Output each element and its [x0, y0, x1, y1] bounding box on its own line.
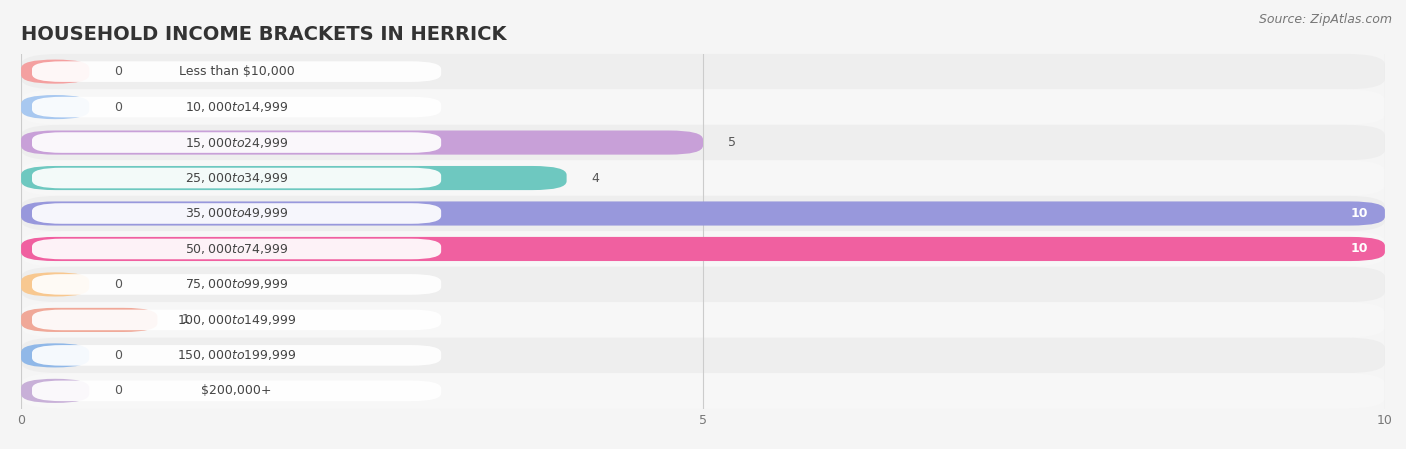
Text: 0: 0 [114, 65, 122, 78]
FancyBboxPatch shape [32, 239, 441, 259]
Text: $25,000 to $34,999: $25,000 to $34,999 [184, 171, 288, 185]
Text: $15,000 to $24,999: $15,000 to $24,999 [184, 136, 288, 150]
FancyBboxPatch shape [21, 302, 1385, 338]
FancyBboxPatch shape [32, 203, 441, 224]
Text: 5: 5 [727, 136, 735, 149]
FancyBboxPatch shape [21, 60, 90, 84]
Text: 1: 1 [181, 313, 190, 326]
FancyBboxPatch shape [21, 267, 1385, 302]
FancyBboxPatch shape [21, 160, 1385, 196]
FancyBboxPatch shape [21, 202, 1385, 225]
Text: $200,000+: $200,000+ [201, 384, 271, 397]
FancyBboxPatch shape [21, 125, 1385, 160]
FancyBboxPatch shape [32, 274, 441, 295]
FancyBboxPatch shape [21, 373, 1385, 409]
FancyBboxPatch shape [21, 54, 1385, 89]
FancyBboxPatch shape [21, 131, 703, 154]
FancyBboxPatch shape [21, 237, 1385, 261]
Text: $10,000 to $14,999: $10,000 to $14,999 [184, 100, 288, 114]
FancyBboxPatch shape [21, 231, 1385, 267]
FancyBboxPatch shape [21, 338, 1385, 373]
FancyBboxPatch shape [21, 308, 157, 332]
Text: 10: 10 [1351, 242, 1368, 255]
FancyBboxPatch shape [21, 343, 90, 367]
FancyBboxPatch shape [32, 381, 441, 401]
Text: Less than $10,000: Less than $10,000 [179, 65, 294, 78]
Text: 0: 0 [114, 384, 122, 397]
Text: 10: 10 [1351, 207, 1368, 220]
FancyBboxPatch shape [32, 97, 441, 117]
Text: 0: 0 [114, 278, 122, 291]
FancyBboxPatch shape [32, 345, 441, 365]
Text: HOUSEHOLD INCOME BRACKETS IN HERRICK: HOUSEHOLD INCOME BRACKETS IN HERRICK [21, 25, 506, 44]
Text: $75,000 to $99,999: $75,000 to $99,999 [184, 277, 288, 291]
Text: $50,000 to $74,999: $50,000 to $74,999 [184, 242, 288, 256]
FancyBboxPatch shape [21, 166, 567, 190]
Text: 4: 4 [591, 172, 599, 185]
Text: $35,000 to $49,999: $35,000 to $49,999 [184, 207, 288, 220]
FancyBboxPatch shape [32, 132, 441, 153]
Text: 0: 0 [114, 101, 122, 114]
Text: $100,000 to $149,999: $100,000 to $149,999 [177, 313, 297, 327]
Text: 0: 0 [114, 349, 122, 362]
FancyBboxPatch shape [32, 62, 441, 82]
Text: $150,000 to $199,999: $150,000 to $199,999 [177, 348, 297, 362]
FancyBboxPatch shape [21, 196, 1385, 231]
FancyBboxPatch shape [21, 379, 90, 403]
FancyBboxPatch shape [21, 273, 90, 296]
FancyBboxPatch shape [32, 168, 441, 188]
FancyBboxPatch shape [21, 95, 90, 119]
FancyBboxPatch shape [21, 89, 1385, 125]
FancyBboxPatch shape [32, 310, 441, 330]
Text: Source: ZipAtlas.com: Source: ZipAtlas.com [1258, 13, 1392, 26]
